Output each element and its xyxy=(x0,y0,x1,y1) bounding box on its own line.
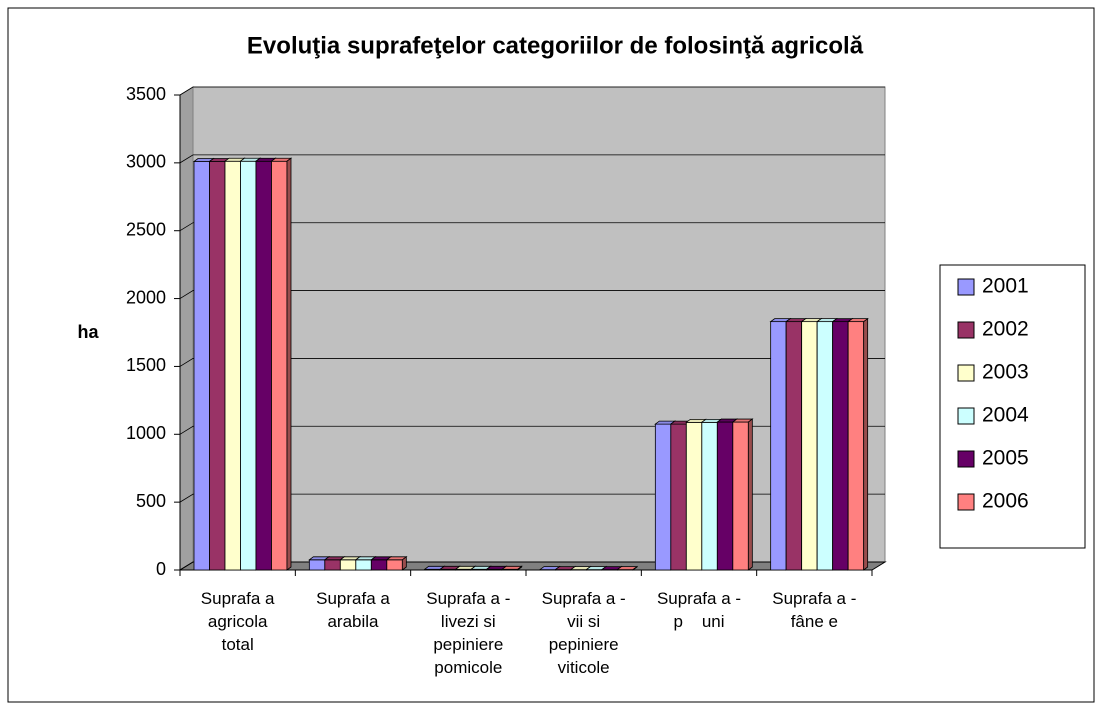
y-tick-label: 3500 xyxy=(126,84,166,104)
bar-front xyxy=(210,162,226,571)
bar xyxy=(272,158,292,570)
bar-front xyxy=(325,560,341,570)
bar xyxy=(387,557,407,570)
side-wall xyxy=(180,87,193,570)
bar-side xyxy=(748,419,752,570)
y-tick-label: 500 xyxy=(136,491,166,511)
bar-side xyxy=(864,319,868,570)
bar-front xyxy=(387,560,403,570)
bar xyxy=(618,567,638,570)
bar-front xyxy=(256,161,272,570)
bar-front xyxy=(194,162,210,571)
y-axis-label: ha xyxy=(77,322,99,342)
legend-label: 2006 xyxy=(982,490,1029,513)
legend-swatch xyxy=(958,322,974,338)
legend-swatch xyxy=(958,494,974,510)
y-tick-label: 3000 xyxy=(126,152,166,172)
bar-front xyxy=(225,161,241,570)
legend-label: 2004 xyxy=(982,404,1029,427)
bar-front xyxy=(817,322,833,570)
chart-title: Evoluţia suprafeţelor categoriilor de fo… xyxy=(247,32,864,59)
bar-front xyxy=(686,422,702,570)
bar-front xyxy=(848,322,864,570)
legend-swatch xyxy=(958,279,974,295)
bar xyxy=(848,319,868,570)
bar-front xyxy=(371,560,387,570)
legend-label: 2001 xyxy=(982,275,1029,298)
bar-front xyxy=(733,422,749,570)
bar-front xyxy=(833,322,849,570)
bar-front xyxy=(671,424,687,570)
bar-front xyxy=(356,560,372,570)
bar-front xyxy=(309,560,325,570)
y-tick-label: 2500 xyxy=(126,219,166,239)
bar-front xyxy=(802,322,818,570)
legend-label: 2003 xyxy=(982,361,1029,384)
bar-front xyxy=(655,424,671,570)
legend-label: 2005 xyxy=(982,447,1029,470)
bar-side xyxy=(287,158,291,570)
bar-front xyxy=(717,422,733,570)
bar xyxy=(502,566,522,570)
bar-front xyxy=(771,322,787,570)
bar-front xyxy=(241,161,257,570)
bar-front xyxy=(786,322,802,570)
y-tick-label: 0 xyxy=(156,559,166,579)
legend-swatch xyxy=(958,451,974,467)
y-tick-label: 1500 xyxy=(126,355,166,375)
legend-swatch xyxy=(958,408,974,424)
bar-front xyxy=(340,560,356,570)
bar-front xyxy=(272,161,288,570)
bar xyxy=(733,419,753,570)
bar-front xyxy=(702,422,718,570)
y-tick-label: 2000 xyxy=(126,287,166,307)
y-tick-label: 1000 xyxy=(126,423,166,443)
legend-label: 2002 xyxy=(982,318,1029,341)
legend-swatch xyxy=(958,365,974,381)
